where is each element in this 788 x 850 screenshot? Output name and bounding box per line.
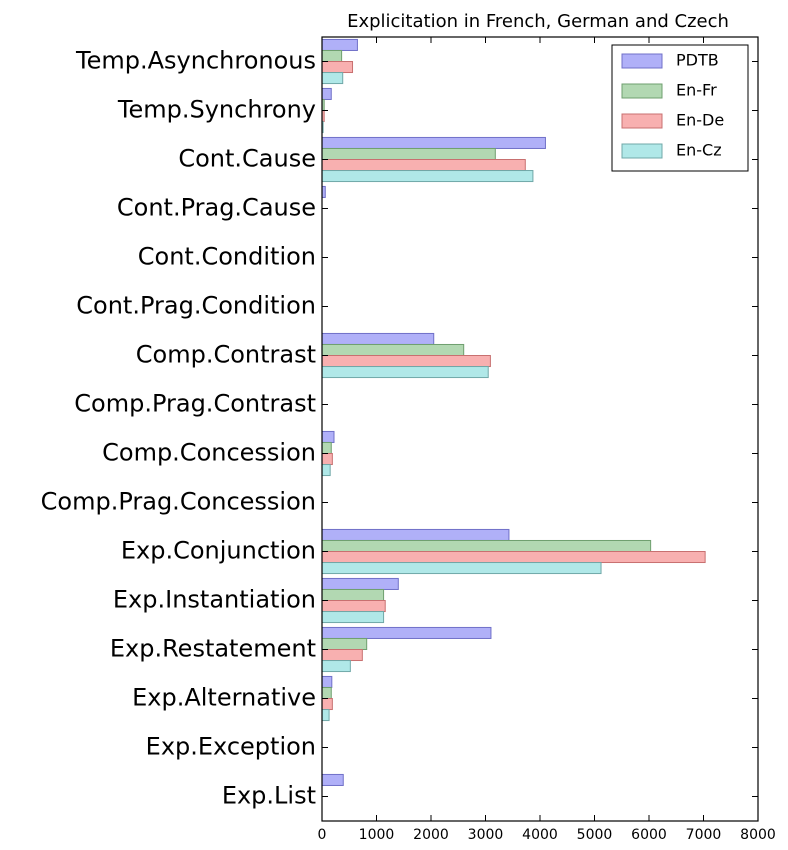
x-tick-label: 6000 — [631, 827, 667, 843]
category-label: Exp.Alternative — [132, 684, 316, 712]
bar-en-fr-8 — [321, 441, 332, 455]
x-ticks: 0 1000 2000 3000 4000 5000 6000 7000 8000 — [318, 37, 776, 843]
category-label: Comp.Contrast — [136, 341, 316, 369]
plot-frame — [321, 36, 759, 822]
legend: PDTB En-Fr En-De En-Cz — [611, 44, 749, 172]
legend-label-en-fr: En-Fr — [676, 81, 717, 100]
y-ticks — [322, 61, 758, 797]
bar-pdtb-6 — [321, 332, 435, 345]
bar-en-cz-2 — [321, 170, 534, 183]
bar-en-de-2 — [321, 159, 526, 172]
bar-en-fr-10 — [321, 539, 652, 552]
bar-en-cz-12 — [321, 660, 351, 673]
category-label: Exp.Restatement — [110, 635, 316, 663]
bar-en-fr-11 — [321, 588, 385, 601]
bar-pdtb-12 — [321, 626, 492, 639]
bar-en-cz-8 — [321, 464, 331, 477]
bar-pdtb-10 — [321, 528, 510, 541]
x-tick-label: 0 — [318, 827, 327, 843]
bar-en-cz-6 — [321, 366, 489, 379]
legend-swatch-pdtb — [621, 53, 663, 69]
legend-swatch-en-cz — [621, 143, 663, 159]
bar-en-fr-2 — [321, 147, 496, 161]
bar-pdtb-15 — [321, 773, 344, 786]
category-label: Comp.Prag.Contrast — [74, 390, 316, 418]
chart-title: Explicitation in French, German and Czec… — [347, 11, 729, 32]
bar-en-de-6 — [321, 355, 491, 368]
bar-en-de-8 — [321, 453, 333, 466]
bar-en-de-10 — [321, 551, 706, 564]
category-label: Cont.Prag.Condition — [76, 292, 316, 320]
category-label: Temp.Synchrony — [117, 96, 316, 124]
category-label: Comp.Concession — [102, 439, 316, 467]
bar-en-cz-13 — [321, 709, 330, 722]
legend-swatch-en-fr — [621, 83, 663, 99]
bar-en-fr-0 — [321, 49, 343, 62]
bar-en-cz-0 — [321, 72, 344, 85]
category-label: Exp.Instantiation — [113, 586, 316, 614]
bar-en-fr-6 — [321, 343, 465, 357]
category-label: Comp.Prag.Concession — [41, 488, 316, 516]
legend-label-pdtb: PDTB — [676, 51, 719, 70]
bar-en-fr-12 — [321, 637, 368, 650]
x-tick-label: 3000 — [468, 827, 504, 843]
x-tick-label: 2000 — [413, 827, 449, 843]
legend-label-en-de: En-De — [676, 111, 724, 130]
x-tick-label: 1000 — [359, 827, 395, 843]
bar-pdtb-2 — [321, 136, 546, 149]
category-label: Cont.Condition — [138, 243, 316, 271]
x-tick-label: 5000 — [577, 827, 613, 843]
bar-pdtb-11 — [321, 577, 399, 590]
bar-pdtb-13 — [321, 675, 333, 688]
legend-swatch-en-de — [621, 113, 663, 129]
category-label: Exp.Conjunction — [121, 537, 316, 565]
category-label: Cont.Cause — [178, 145, 316, 173]
x-tick-label: 4000 — [522, 827, 558, 843]
x-tick-label: 8000 — [740, 827, 776, 843]
category-label: Exp.Exception — [146, 733, 316, 761]
bar-en-cz-10 — [321, 562, 602, 575]
bar-pdtb-1 — [321, 87, 332, 100]
category-label: Temp.Asynchronous — [75, 47, 316, 75]
category-labels: Temp.Asynchronous Temp.Synchrony Cont.Caus… — [41, 47, 316, 810]
bar-en-de-11 — [321, 600, 386, 613]
x-tick-label: 7000 — [686, 827, 722, 843]
bar-en-de-13 — [321, 698, 333, 711]
category-label: Cont.Prag.Cause — [117, 194, 316, 222]
bar-en-cz-11 — [321, 611, 385, 624]
legend-label-en-cz: En-Cz — [676, 141, 722, 160]
bar-pdtb-0 — [321, 38, 358, 51]
bar-en-fr-13 — [321, 686, 332, 699]
bar-en-de-0 — [321, 61, 354, 74]
bar-pdtb-8 — [321, 430, 335, 443]
category-label: Exp.List — [222, 782, 316, 810]
bar-en-de-12 — [321, 649, 363, 662]
